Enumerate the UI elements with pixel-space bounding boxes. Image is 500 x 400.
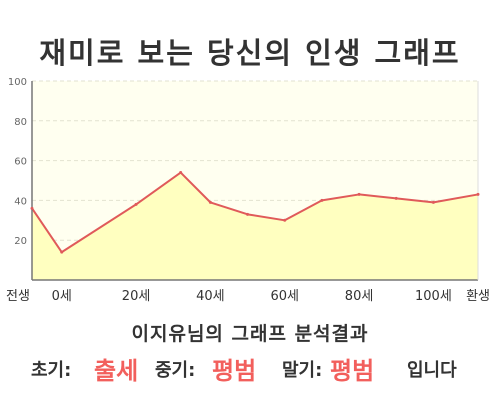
x-tick-label: 40세	[196, 289, 225, 304]
data-point	[30, 206, 34, 210]
page-title: 재미로 보는 당신의 인생 그래프	[39, 36, 461, 70]
y-tick-label: 40	[14, 196, 27, 207]
data-point	[179, 171, 183, 175]
y-tick-label: 100	[8, 77, 27, 88]
data-point	[394, 196, 398, 200]
y-tick-label: 20	[14, 236, 27, 247]
x-tick-label: 0세	[52, 289, 72, 304]
result-suffix: 입니다	[407, 360, 457, 381]
data-point	[357, 192, 361, 196]
data-point	[246, 212, 250, 216]
y-tick-label: 60	[14, 157, 27, 168]
y-tick-labels: 20 40 60 80 100	[8, 77, 27, 247]
mid-period-value: 평범	[212, 357, 257, 385]
late-period-value: 평범	[330, 357, 375, 385]
x-tick-label: 80세	[345, 289, 374, 304]
x-tick-label: 100세	[415, 289, 452, 304]
series-line	[31, 171, 479, 254]
data-point	[431, 200, 435, 204]
early-period-label: 초기:	[31, 360, 72, 381]
late-period-label: 말기:	[282, 360, 323, 381]
y-tick-label: 80	[14, 117, 27, 128]
x-tick-label: 환생	[466, 289, 490, 304]
x-tick-labels: 전생 0세 20세 40세 60세 80세 100세 환생	[6, 289, 490, 304]
analysis-heading: 이지유님의 그래프 분석결과	[131, 323, 369, 345]
data-point	[283, 218, 287, 222]
mid-period-label: 중기:	[155, 360, 196, 381]
x-tick-label: 60세	[270, 289, 299, 304]
x-tick-label: 20세	[122, 289, 151, 304]
early-period-value: 출세	[94, 357, 139, 385]
analysis-result: 초기: 출세 중기: 평범 말기: 평범 입니다	[0, 348, 500, 385]
data-point	[134, 202, 138, 206]
data-point	[208, 200, 212, 204]
data-point	[476, 192, 480, 196]
data-point	[320, 198, 324, 202]
data-point	[60, 250, 64, 254]
x-tick-label: 전생	[6, 289, 30, 304]
data-points	[30, 171, 480, 254]
